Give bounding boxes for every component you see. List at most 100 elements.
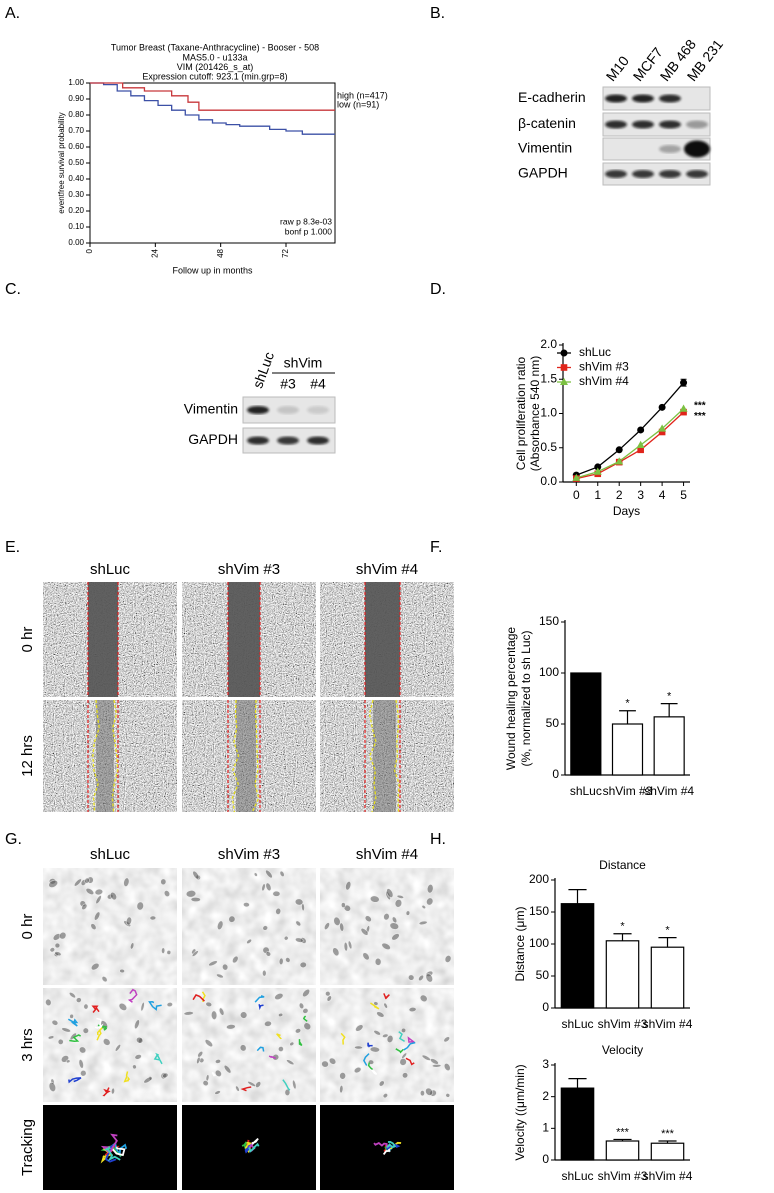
stat-annotation: bonf p 1.000 bbox=[285, 226, 333, 236]
cell bbox=[381, 942, 391, 951]
cell bbox=[277, 1012, 284, 1018]
x-tick-label: 0 bbox=[85, 248, 94, 253]
cell bbox=[235, 1085, 240, 1092]
cell bbox=[119, 968, 126, 974]
cell bbox=[294, 1028, 302, 1034]
cell bbox=[61, 1027, 72, 1033]
cell bbox=[125, 916, 133, 926]
cell-track bbox=[96, 1027, 103, 1041]
x-tick-label: shVim #4 bbox=[643, 1169, 693, 1183]
data-point bbox=[615, 457, 624, 465]
significance-label: *** bbox=[694, 400, 706, 411]
cell bbox=[78, 1058, 85, 1069]
cell bbox=[68, 991, 77, 999]
track-line bbox=[373, 1142, 388, 1148]
cell bbox=[246, 938, 253, 945]
error-bar bbox=[613, 933, 632, 941]
data-point bbox=[658, 403, 666, 411]
cell bbox=[339, 922, 345, 932]
cell-track bbox=[69, 1034, 82, 1043]
y-tick-label: 50 bbox=[536, 968, 550, 982]
row-label: GAPDH bbox=[518, 165, 568, 181]
cell bbox=[354, 1024, 364, 1032]
cell bbox=[223, 1064, 232, 1074]
cell bbox=[90, 962, 100, 971]
bar bbox=[560, 1087, 595, 1161]
cell bbox=[289, 1041, 295, 1047]
cell bbox=[123, 877, 130, 888]
cell bbox=[399, 1057, 407, 1066]
cell bbox=[408, 1006, 417, 1013]
cell bbox=[324, 990, 331, 997]
cell bbox=[426, 883, 434, 894]
cell bbox=[389, 922, 400, 930]
cell-track bbox=[302, 1015, 308, 1022]
legend-marker bbox=[560, 349, 568, 357]
cell bbox=[44, 998, 52, 1007]
cell bbox=[133, 1019, 140, 1030]
chart-subtitle: MAS5.0 - u133a bbox=[182, 52, 247, 62]
cell bbox=[394, 898, 403, 908]
blot-band bbox=[605, 120, 627, 129]
cell-track bbox=[211, 1071, 217, 1077]
cell bbox=[81, 903, 88, 911]
cell bbox=[197, 1050, 204, 1058]
error-bar bbox=[568, 889, 587, 904]
cell-track bbox=[97, 1024, 108, 1031]
cell bbox=[407, 974, 415, 981]
cell bbox=[183, 1011, 195, 1016]
panel-label: D. bbox=[430, 281, 446, 298]
blot-band bbox=[307, 436, 329, 445]
cell bbox=[75, 997, 82, 1004]
y-tick-label: 1.00 bbox=[68, 78, 84, 87]
legend-label: low (n=91) bbox=[337, 99, 379, 109]
blot-band bbox=[659, 94, 681, 103]
cell-track bbox=[67, 1018, 79, 1027]
chart-subtitle: Expression cutoff: 923.1 (min.grp=8) bbox=[142, 71, 287, 81]
y-tick-label: 150 bbox=[529, 904, 549, 918]
cell bbox=[85, 887, 95, 896]
cell bbox=[118, 1002, 128, 1012]
cell bbox=[204, 1039, 214, 1048]
cell-track bbox=[153, 1052, 163, 1065]
cell bbox=[294, 898, 304, 906]
wound-front bbox=[92, 699, 100, 813]
cell bbox=[339, 1084, 344, 1094]
cell bbox=[47, 1035, 55, 1040]
cell bbox=[364, 915, 372, 923]
blot-band bbox=[632, 170, 654, 178]
y-tick-label: 0.10 bbox=[68, 222, 84, 231]
cell bbox=[140, 1001, 145, 1012]
data-point bbox=[637, 446, 644, 454]
cell bbox=[191, 950, 199, 958]
y-axis-label: Wound healing percentage bbox=[504, 627, 518, 771]
blot-band bbox=[686, 170, 708, 178]
x-tick-label: 5 bbox=[680, 488, 687, 502]
cell bbox=[378, 1080, 385, 1087]
wound-gap bbox=[236, 700, 256, 812]
cell bbox=[95, 894, 102, 905]
x-tick-label: shLuc bbox=[561, 1169, 593, 1183]
row-label: Tracking bbox=[19, 1119, 36, 1176]
blot-band bbox=[684, 140, 710, 158]
y-tick-label: 0.60 bbox=[68, 142, 84, 151]
cell-track bbox=[148, 1001, 162, 1011]
wound-front bbox=[251, 699, 260, 813]
column-header: shVim #4 bbox=[356, 561, 418, 578]
cell bbox=[231, 955, 239, 964]
cell bbox=[382, 1092, 389, 1099]
cell bbox=[239, 1044, 247, 1052]
lane-label: shLuc bbox=[249, 350, 277, 391]
cell bbox=[299, 961, 308, 969]
y-tick-label: 50 bbox=[546, 716, 560, 730]
x-axis-label: Days bbox=[613, 504, 640, 518]
cell bbox=[340, 902, 346, 909]
cell bbox=[339, 1071, 347, 1080]
data-point bbox=[658, 428, 666, 436]
cell bbox=[210, 1010, 218, 1021]
cell bbox=[291, 1079, 297, 1090]
x-axis-label: Follow up in months bbox=[172, 265, 253, 275]
cell bbox=[261, 883, 266, 892]
cell bbox=[326, 995, 333, 1002]
cell bbox=[391, 933, 400, 941]
